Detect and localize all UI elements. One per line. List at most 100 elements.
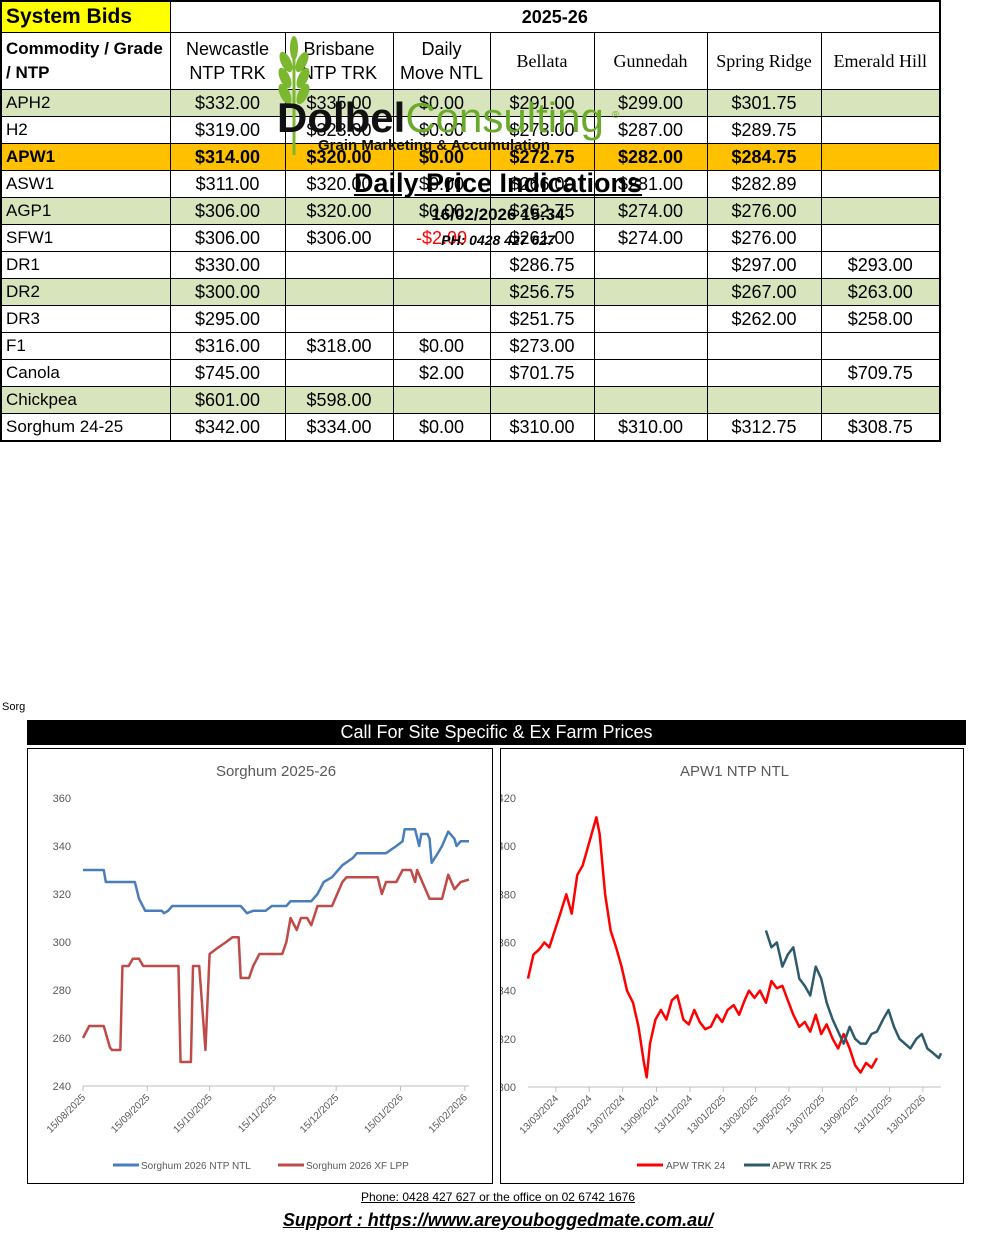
- price-cell: $311.00: [169, 170, 286, 198]
- empty-cell: [284, 305, 394, 333]
- price-cell: $286.75: [489, 251, 595, 279]
- x-tick-label: 15/02/2026: [427, 1092, 470, 1135]
- y-tick-label: 340: [53, 841, 71, 853]
- empty-cell: [284, 278, 394, 306]
- series-line: [526, 816, 879, 1079]
- chart: Sorghum 2025-26 240 260 280 300 320 340 360 15/0…: [27, 748, 493, 1184]
- empty-cell: [706, 332, 822, 360]
- price-cell: $0.00: [392, 197, 491, 225]
- row-label: DR1: [0, 251, 171, 279]
- clipped-label: Sorg: [2, 701, 26, 713]
- price-cell: $291.00: [489, 89, 595, 117]
- empty-cell: [820, 170, 941, 198]
- price-cell: $601.00: [169, 386, 286, 414]
- price-cell: $306.00: [284, 224, 394, 252]
- price-cell: $297.00: [706, 251, 822, 279]
- price-cell: $0.00: [392, 89, 491, 117]
- x-tick-label: 15/12/2025: [298, 1092, 341, 1135]
- row-label: H2: [0, 116, 171, 144]
- row-label: Chickpea: [0, 386, 171, 414]
- empty-cell: [820, 386, 941, 414]
- chart-title: APW1 NTP NTL: [680, 763, 789, 780]
- empty-cell: [593, 278, 708, 306]
- y-tick-label: 360: [53, 793, 71, 805]
- price-cell: $295.00: [169, 305, 286, 333]
- price-cell: $332.00: [169, 89, 286, 117]
- y-tick-label: 380: [500, 889, 516, 901]
- table-row: Sorghum 24-25 $342.00 $334.00 $0.00 $310.00 $…: [0, 413, 941, 442]
- empty-cell: [820, 116, 941, 144]
- logo-tagline: Grain Marketing & Accumulation: [318, 137, 550, 154]
- y-tick-label: 400: [500, 841, 516, 853]
- table-row: AGP1 $306.00 $320.00 $0.00 $262.75 $274.00 $27…: [0, 197, 941, 225]
- empty-cell: [593, 251, 708, 279]
- column-header: Daily Move NTL: [392, 32, 491, 90]
- empty-cell: [820, 143, 941, 171]
- row-label: Canola: [0, 359, 171, 387]
- column-header: Bellata: [489, 32, 595, 90]
- y-tick-label: 340: [500, 986, 516, 998]
- price-cell: $319.00: [169, 116, 286, 144]
- price-cell: $310.00: [593, 413, 708, 442]
- price-cell: $258.00: [820, 305, 941, 333]
- empty-cell: [593, 305, 708, 333]
- price-cell: $281.00: [593, 170, 708, 198]
- empty-cell: [820, 197, 941, 225]
- price-cell: $282.89: [706, 170, 822, 198]
- series-line: [83, 827, 469, 915]
- row-label: APW1: [0, 143, 171, 171]
- column-header: Spring Ridge: [706, 32, 822, 90]
- empty-cell: [392, 278, 491, 306]
- table-footer: Call For Site Specific & Ex Farm Prices: [27, 720, 966, 745]
- x-tick-label: 15/08/2025: [45, 1092, 88, 1135]
- empty-cell: [706, 386, 822, 414]
- support-link[interactable]: Support : https://www.areyouboggedmate.c…: [282, 1210, 714, 1230]
- chart: APW1 NTP NTL30032034036038040042013/03/2…: [500, 748, 964, 1184]
- empty-cell: [392, 251, 491, 279]
- column-header: Commodity / Grade / NTP: [0, 32, 171, 90]
- table-row: Canola $745.00 $2.00 $701.75 $709.75: [0, 359, 941, 387]
- price-cell: $256.75: [489, 278, 595, 306]
- table-row: Chickpea $601.00 $598.00: [0, 386, 941, 414]
- price-cell: $318.00: [284, 332, 394, 360]
- table-row: F1 $316.00 $318.00 $0.00 $273.00: [0, 332, 941, 360]
- y-tick-label: 420: [500, 793, 516, 805]
- legend-label: Sorghum 2026 XF LPP: [306, 1161, 409, 1172]
- table-row: ASW1 $311.00 $320.00 $0.00 $266.00 $281.00 $28…: [0, 170, 941, 198]
- price-cell: $330.00: [169, 251, 286, 279]
- table-row: APW1 $314.00 $320.00 $0.00 $272.75 $282.00 $28…: [0, 143, 941, 171]
- price-cell: $287.00: [593, 116, 708, 144]
- empty-cell: [489, 386, 595, 414]
- y-tick-label: 280: [53, 985, 71, 997]
- price-cell: $334.00: [284, 413, 394, 442]
- y-tick-label: 260: [53, 1033, 71, 1045]
- datetime: 16/02/2026 15:34: [431, 205, 565, 224]
- table-row: H2 $319.00 $323.00 $0.00 $278.00 $287.00 $289.…: [0, 116, 941, 144]
- x-tick-label: 15/09/2025: [109, 1092, 152, 1135]
- price-cell: $2.00: [392, 359, 491, 387]
- row-label: AGP1: [0, 197, 171, 225]
- logo-mark: ®: [612, 110, 620, 121]
- logo-text: DolbelConsulting: [277, 94, 604, 141]
- table-row: DR1 $330.00 $286.75 $297.00 $293.00: [0, 251, 941, 279]
- row-label: SFW1: [0, 224, 171, 252]
- price-cell: $320.00: [284, 170, 394, 198]
- y-tick-label: 320: [500, 1034, 516, 1046]
- x-tick-label: 15/01/2026: [362, 1092, 405, 1135]
- price-cell: $282.00: [593, 143, 708, 171]
- y-tick-label: 300: [53, 937, 71, 949]
- empty-cell: [593, 332, 708, 360]
- empty-cell: [593, 359, 708, 387]
- y-tick-label: 240: [53, 1081, 71, 1093]
- x-tick-label: 15/10/2025: [172, 1092, 215, 1135]
- chart-title: Sorghum 2025-26: [216, 763, 336, 780]
- wheat-icon: [278, 36, 310, 155]
- price-cell: $273.00: [489, 332, 595, 360]
- price-cell: $263.00: [820, 278, 941, 306]
- price-cell: $293.00: [820, 251, 941, 279]
- row-label: DR3: [0, 305, 171, 333]
- logo-word: Dolbel: [277, 94, 405, 141]
- logo-word: Consulting: [405, 94, 603, 141]
- empty-cell: [706, 359, 822, 387]
- table-row: DR3 $295.00 $251.75 $262.00 $258.00: [0, 305, 941, 333]
